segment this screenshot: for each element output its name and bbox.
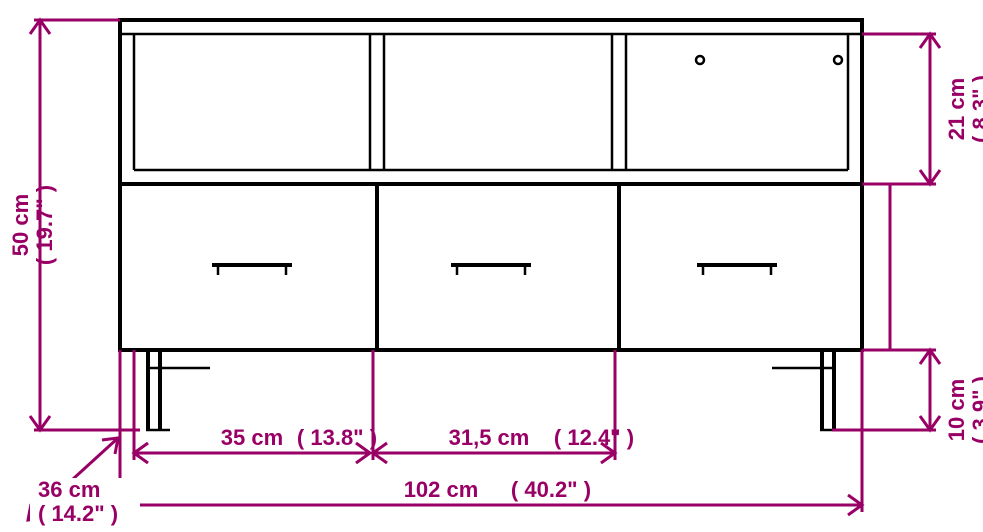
dim-label-in: ( 12.4" ) — [554, 425, 634, 450]
dim-label: 50 cm — [8, 194, 33, 256]
dim-label-in: ( 14.2" ) — [38, 501, 118, 526]
dim-label-in: ( 13.8" ) — [297, 425, 377, 450]
dim-label-in: ( 8.3" ) — [968, 75, 983, 143]
dim-label: 102 cm — [404, 477, 479, 502]
dim-label-in: ( 40.2" ) — [511, 477, 591, 502]
cable-hole — [696, 56, 704, 64]
dim-label-in: ( 19.7" ) — [32, 185, 57, 265]
dim-label: 31,5 cm — [449, 425, 530, 450]
cable-hole — [834, 56, 842, 64]
dim-label: 21 cm — [944, 78, 969, 140]
dim-label: 35 cm — [221, 425, 283, 450]
dim-label: 10 cm — [944, 379, 969, 441]
dim-label: 36 cm — [38, 477, 100, 502]
dim-label-in: ( 3.9" ) — [968, 376, 983, 444]
